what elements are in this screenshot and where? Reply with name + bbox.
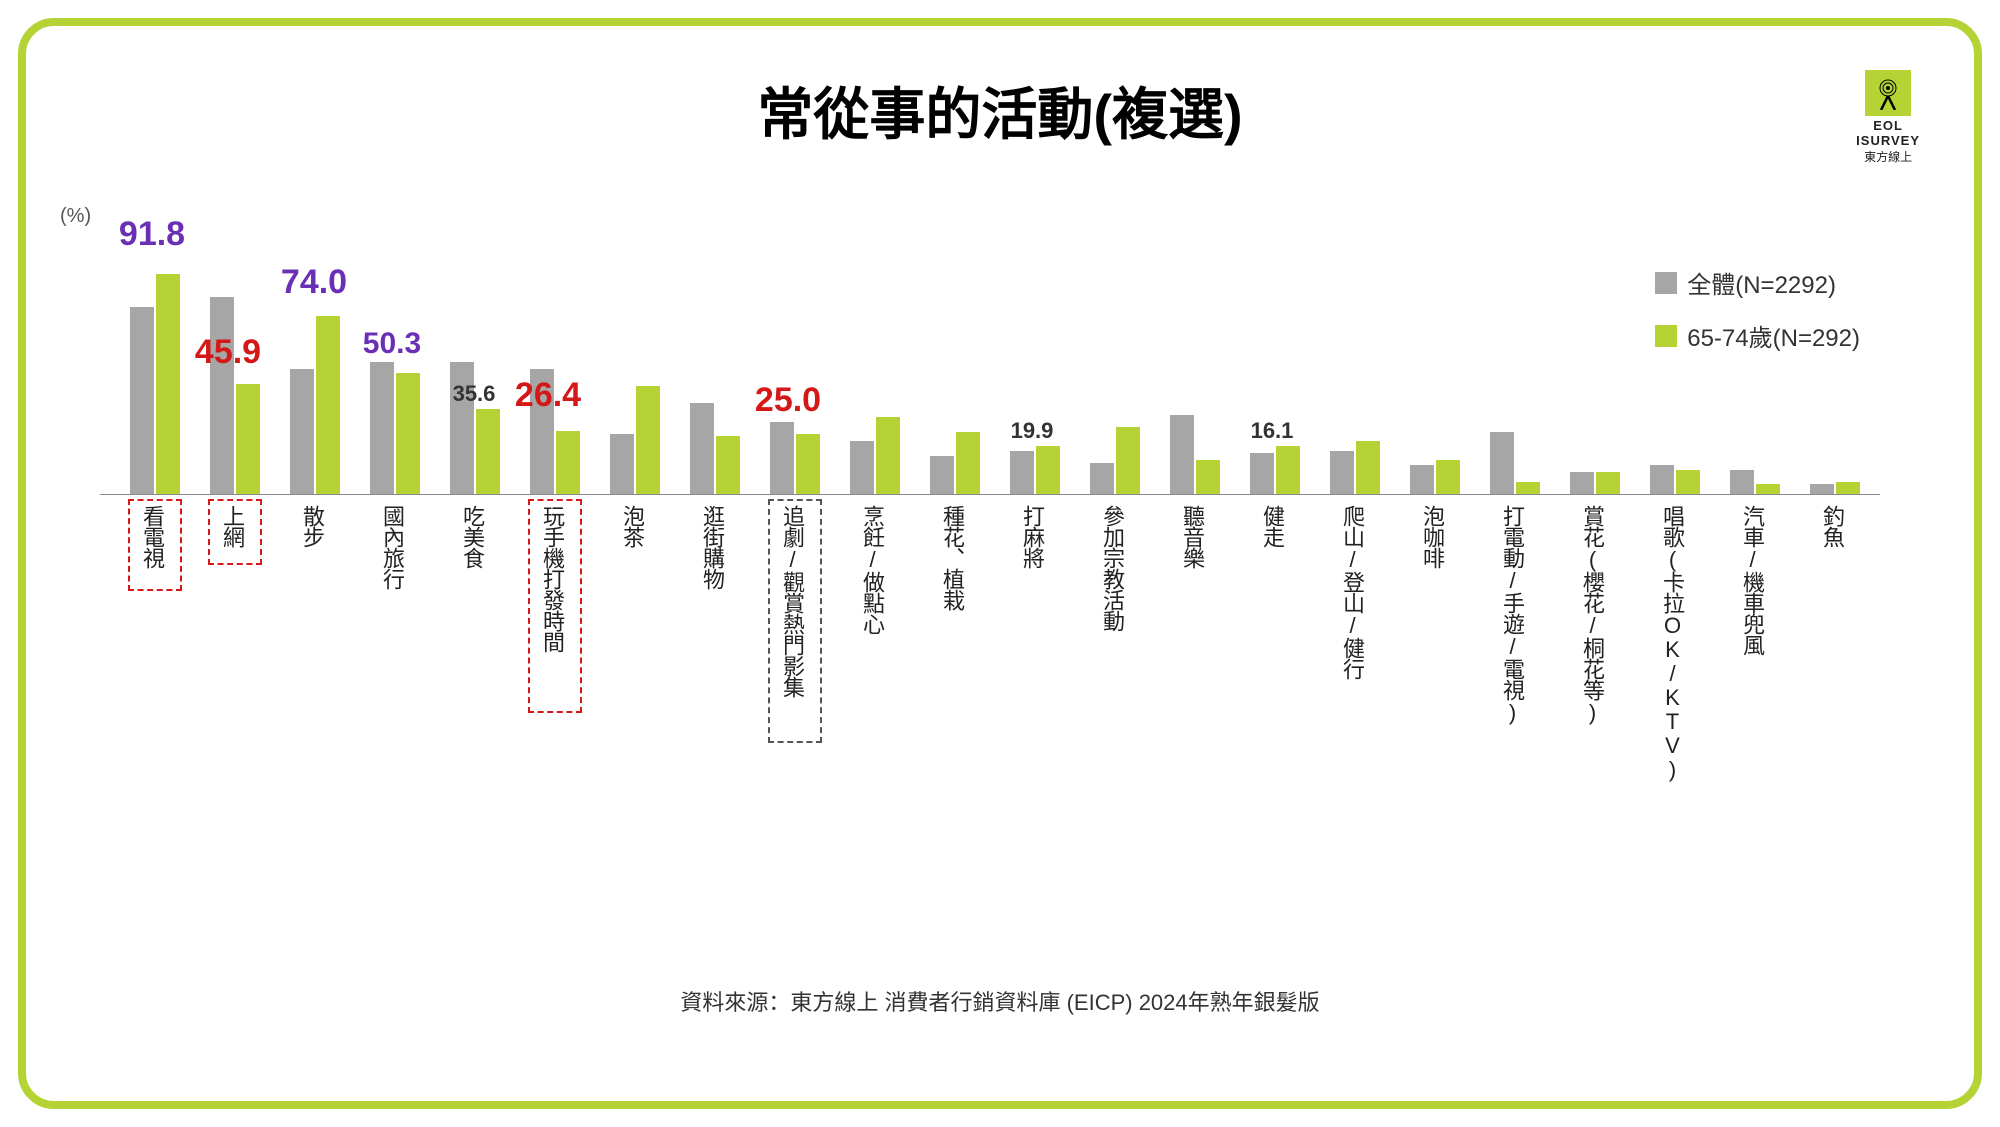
- category-label: 國內旅行: [384, 505, 408, 589]
- value-label: 19.9: [982, 418, 1082, 444]
- legend-item-2: 65-74歲(N=292): [1655, 318, 1860, 353]
- bar-plot: 91.845.974.050.335.626.425.019.916.1: [100, 255, 1880, 495]
- bar-series2: [1276, 446, 1300, 494]
- category-label: 逛街購物: [704, 505, 728, 589]
- bar-series2: [556, 431, 580, 494]
- bar-series1: [1330, 451, 1354, 494]
- bar-series1: [850, 441, 874, 494]
- brand-logo: EOL ISURVEY 東方線上: [1856, 70, 1920, 165]
- category-label: 汽車/機車兜風: [1744, 505, 1768, 655]
- value-label: 16.1: [1222, 418, 1322, 444]
- bar-series2: [156, 274, 180, 494]
- bar-series2: [956, 432, 980, 494]
- value-label: 26.4: [498, 376, 598, 415]
- bar-series1: [1090, 463, 1114, 494]
- legend-label-2: 65-74歲(N=292): [1687, 318, 1860, 353]
- category-label: 種花、植栽: [944, 505, 968, 610]
- logo-line2: ISURVEY: [1856, 133, 1920, 148]
- value-label: 45.9: [178, 333, 278, 372]
- bar-series1: [1570, 472, 1594, 494]
- category-label: 散步: [304, 505, 328, 547]
- bar-series1: [370, 362, 394, 494]
- bar-series1: [210, 297, 234, 494]
- legend: 全體(N=2292) 65-74歲(N=292): [1655, 265, 1860, 371]
- highlight-box: [128, 499, 182, 591]
- bar-series2: [1196, 460, 1220, 494]
- category-label: 賞花(櫻花/桐花等): [1584, 505, 1608, 724]
- logo-badge-icon: [1865, 70, 1911, 116]
- bar-series1: [770, 422, 794, 494]
- bar-series1: [130, 307, 154, 494]
- category-label: 爬山/登山/健行: [1344, 505, 1368, 679]
- chart-area: (%) 91.845.974.050.335.626.425.019.916.1…: [100, 205, 1900, 635]
- bar-series2: [876, 417, 900, 494]
- highlight-box: [768, 499, 822, 743]
- highlight-box: [208, 499, 262, 565]
- bar-series2: [636, 386, 660, 494]
- bar-series1: [1410, 465, 1434, 494]
- value-label: 25.0: [738, 381, 838, 420]
- category-label: 聽音樂: [1184, 505, 1208, 568]
- chart-title: 常從事的活動(複選): [757, 70, 1242, 151]
- bar-series2: [716, 436, 740, 494]
- value-label: 91.8: [102, 215, 202, 254]
- bar-series1: [1810, 484, 1834, 494]
- y-axis-unit: (%): [60, 205, 91, 228]
- logo-line3: 東方線上: [1856, 148, 1920, 165]
- bar-series2: [476, 409, 500, 494]
- category-label: 吃美食: [464, 505, 488, 568]
- bar-series1: [1010, 451, 1034, 494]
- bar-series2: [1756, 484, 1780, 494]
- bar-series1: [1250, 453, 1274, 494]
- bar-series2: [1596, 472, 1620, 494]
- bar-series2: [1036, 446, 1060, 494]
- bar-series2: [1676, 470, 1700, 494]
- bar-series2: [796, 434, 820, 494]
- bar-series2: [1436, 460, 1460, 494]
- category-label: 泡茶: [624, 505, 648, 547]
- bar-series1: [1650, 465, 1674, 494]
- category-label: 健走: [1264, 505, 1288, 547]
- bar-series2: [1836, 482, 1860, 494]
- legend-swatch-2: [1655, 325, 1677, 347]
- category-label: 參加宗教活動: [1104, 505, 1128, 631]
- category-label: 釣魚: [1824, 505, 1848, 547]
- bar-series2: [1116, 427, 1140, 494]
- legend-label-1: 全體(N=2292): [1687, 265, 1836, 300]
- category-label: 泡咖啡: [1424, 505, 1448, 568]
- bar-series2: [396, 373, 420, 494]
- bar-series1: [930, 456, 954, 494]
- category-label: 打麻將: [1024, 505, 1048, 568]
- bar-series2: [316, 316, 340, 494]
- bar-series2: [1356, 441, 1380, 494]
- category-label: 打電動/手遊/電視): [1504, 505, 1528, 724]
- bar-series1: [610, 434, 634, 494]
- category-label: 烹飪/做點心: [864, 505, 888, 634]
- value-label: 74.0: [264, 263, 364, 302]
- bar-series1: [1170, 415, 1194, 494]
- highlight-box: [528, 499, 582, 713]
- bar-series1: [1730, 470, 1754, 494]
- bar-series1: [1490, 432, 1514, 494]
- data-source: 資料來源：東方線上 消費者行銷資料庫 (EICP) 2024年熟年銀髮版: [680, 985, 1319, 1017]
- bar-series2: [236, 384, 260, 494]
- bar-series2: [1516, 482, 1540, 494]
- logo-line1: EOL: [1856, 118, 1920, 133]
- bar-series1: [690, 403, 714, 494]
- legend-item-1: 全體(N=2292): [1655, 265, 1860, 300]
- value-label: 50.3: [342, 327, 442, 361]
- bar-series1: [290, 369, 314, 494]
- legend-swatch-1: [1655, 272, 1677, 294]
- category-label: 唱歌(卡拉OK/KTV): [1664, 505, 1688, 781]
